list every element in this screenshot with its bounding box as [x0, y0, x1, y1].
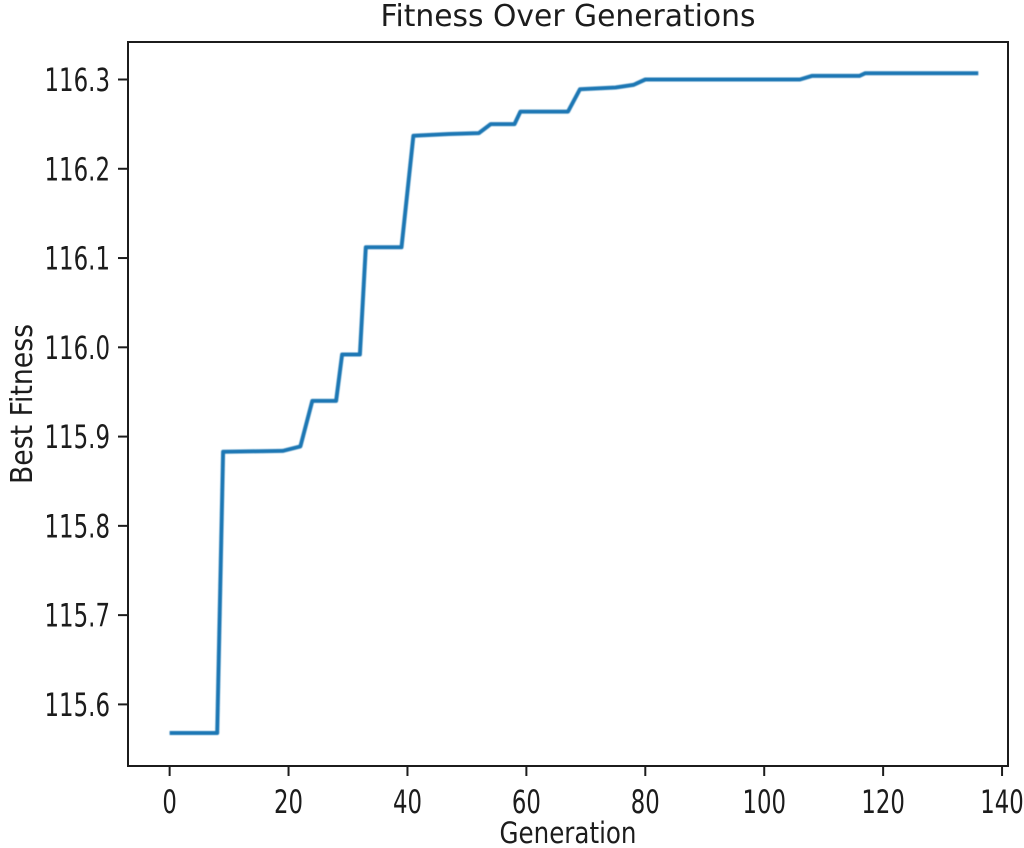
x-tick-label: 0: [162, 783, 177, 821]
y-tick-label: 116.1: [45, 240, 111, 278]
y-tick-label: 115.6: [45, 686, 111, 724]
x-tick-label: 60: [512, 783, 541, 821]
plot-border: [127, 41, 1009, 767]
y-tick-label: 115.7: [45, 597, 111, 635]
y-tick-label: 115.8: [45, 507, 111, 545]
x-tick-label: 120: [861, 783, 905, 821]
y-tick-label: 115.9: [45, 418, 111, 456]
y-tick-label: 116.3: [45, 61, 111, 99]
y-tick-label: 116.2: [45, 150, 111, 188]
y-tick-label: 116.0: [45, 329, 111, 367]
y-axis-label: Best Fitness: [5, 324, 40, 484]
chart-title: Fitness Over Generations: [381, 0, 756, 34]
x-axis-label: Generation: [500, 816, 637, 848]
x-tick-label: 20: [274, 783, 303, 821]
x-tick-label: 140: [980, 783, 1024, 821]
best-fitness-line: [169, 71, 979, 735]
x-tick-label: 40: [393, 783, 422, 821]
x-tick-label: 80: [631, 783, 660, 821]
x-tick-label: 100: [742, 783, 786, 821]
